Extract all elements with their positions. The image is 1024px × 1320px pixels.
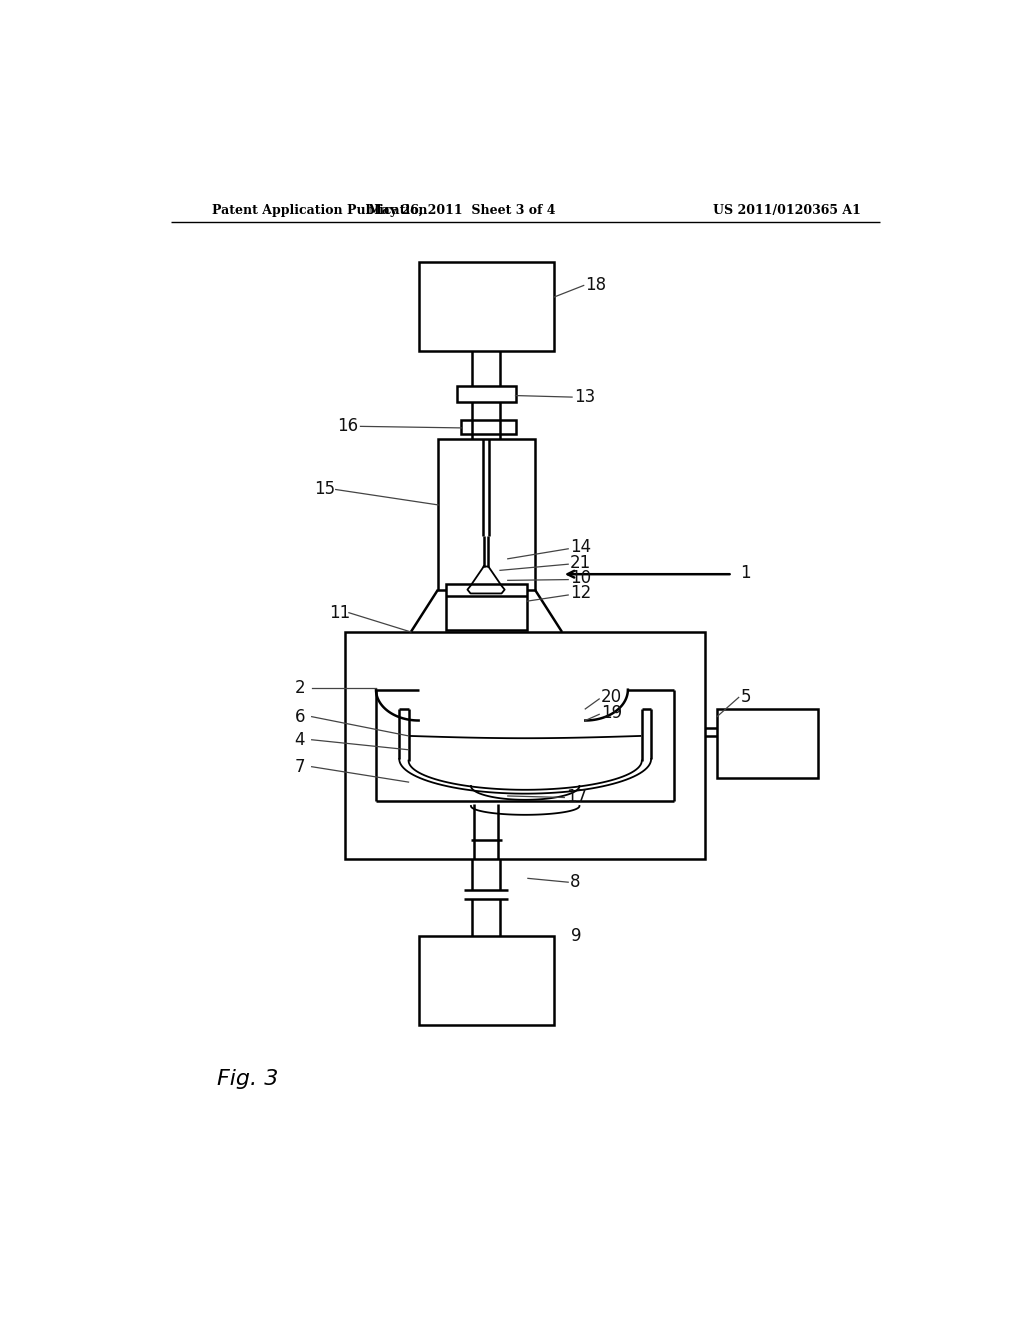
Bar [717, 709, 818, 779]
Text: 7: 7 [295, 758, 305, 776]
Bar [419, 263, 554, 351]
Text: 19: 19 [601, 704, 622, 722]
Text: 14: 14 [569, 539, 591, 556]
Bar [458, 385, 515, 403]
Bar [419, 936, 554, 1024]
Text: 17: 17 [566, 788, 587, 807]
Text: 13: 13 [573, 388, 595, 407]
Text: 11: 11 [330, 603, 351, 622]
Text: 18: 18 [586, 276, 606, 294]
Text: 12: 12 [569, 585, 591, 602]
Bar [445, 585, 527, 631]
Text: Patent Application Publication: Patent Application Publication [212, 205, 427, 218]
Text: 4: 4 [295, 731, 305, 748]
Bar [345, 632, 706, 859]
Text: 9: 9 [571, 927, 582, 945]
Text: 21: 21 [569, 553, 591, 572]
Text: 5: 5 [740, 689, 751, 706]
Text: 10: 10 [569, 569, 591, 587]
Text: 2: 2 [295, 680, 305, 697]
Text: 6: 6 [295, 708, 305, 726]
Text: 15: 15 [314, 480, 335, 499]
Text: 1: 1 [740, 564, 751, 582]
Text: US 2011/0120365 A1: US 2011/0120365 A1 [713, 205, 861, 218]
Text: 8: 8 [569, 874, 581, 891]
Text: Fig. 3: Fig. 3 [217, 1069, 279, 1089]
Text: 16: 16 [337, 417, 358, 436]
Text: 20: 20 [601, 689, 622, 706]
Bar [438, 440, 535, 590]
Text: May 26, 2011  Sheet 3 of 4: May 26, 2011 Sheet 3 of 4 [368, 205, 555, 218]
Bar [461, 420, 515, 434]
